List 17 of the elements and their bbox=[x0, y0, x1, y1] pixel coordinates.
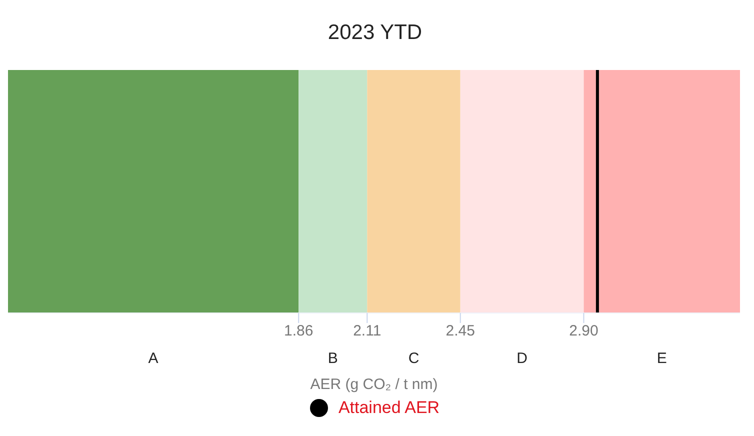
bar bbox=[460, 70, 584, 313]
chart-title: 2023 YTD bbox=[326, 20, 424, 46]
text: D bbox=[516, 350, 528, 367]
text: B bbox=[328, 350, 338, 367]
text: C bbox=[408, 350, 420, 367]
x-tick-label: 2.11 bbox=[353, 322, 382, 340]
legend-label: Attained AER bbox=[338, 398, 440, 418]
x-tick-label: 1.86 bbox=[284, 322, 314, 340]
bar bbox=[584, 70, 740, 313]
bar bbox=[298, 70, 368, 313]
bar bbox=[8, 70, 299, 313]
bar bbox=[367, 70, 460, 313]
text: E bbox=[656, 350, 667, 367]
x-axis-title: AER (g CO₂ / t nm) bbox=[310, 376, 438, 393]
text: A bbox=[148, 350, 158, 367]
x-tick-label: 2.45 bbox=[446, 322, 475, 340]
x-tick-label: 2.90 bbox=[569, 322, 598, 340]
